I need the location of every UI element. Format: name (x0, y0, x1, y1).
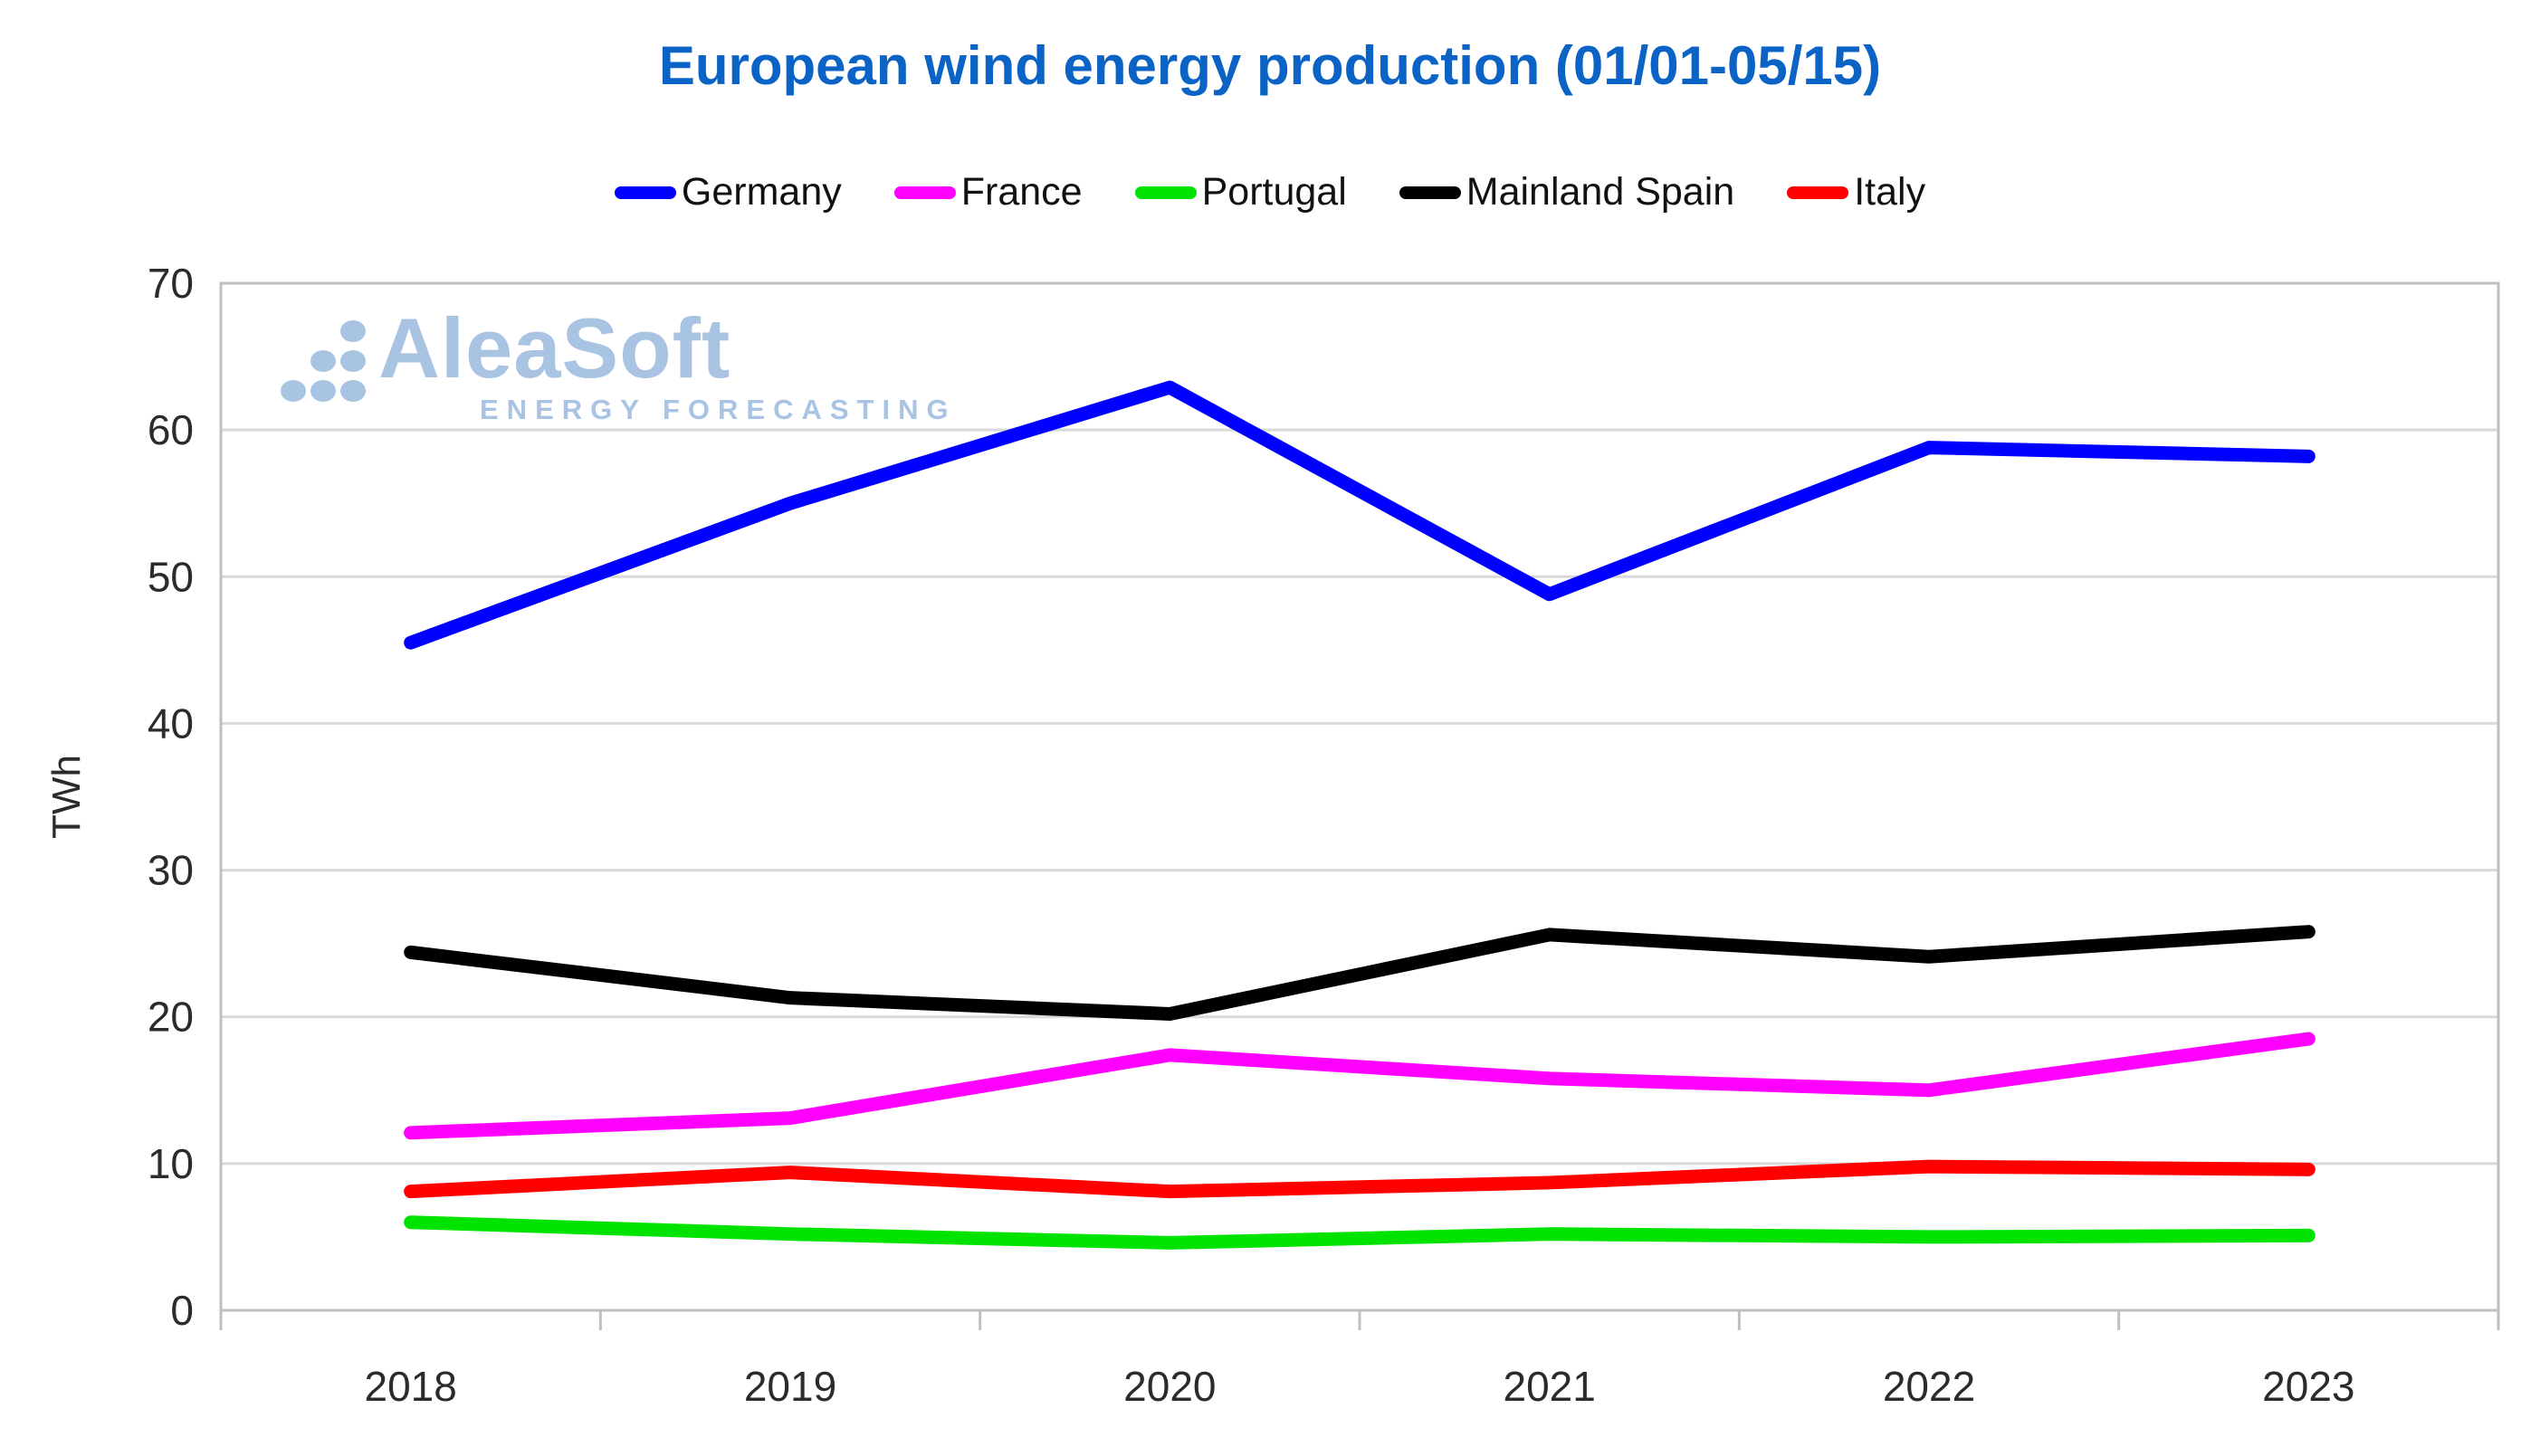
legend-label: Portugal (1201, 170, 1347, 214)
watermark: AleaSoft ENERGY FORECASTING (281, 300, 957, 426)
x-tick-label-2020: 2020 (1123, 1363, 1216, 1410)
series-line-germany (404, 380, 2316, 650)
logo-dot (310, 380, 336, 402)
legend-label: Italy (1854, 170, 1926, 214)
logo-dot (340, 350, 366, 372)
legend-item-italy: Italy (1787, 170, 1925, 214)
y-tick-label-40: 40 (148, 699, 194, 747)
legend-item-france: France (893, 170, 1083, 214)
y-tick-label-20: 20 (148, 994, 194, 1041)
legend-item-mainland-spain: Mainland Spain (1399, 170, 1734, 214)
logo-dot (310, 350, 336, 372)
x-tick-label-2018: 2018 (364, 1363, 456, 1410)
x-tick-label-2019: 2019 (744, 1363, 836, 1410)
series-line-italy (404, 1159, 2316, 1199)
y-tick-label-50: 50 (148, 553, 194, 600)
y-tick-label-60: 60 (148, 406, 194, 453)
legend-label: Germany (681, 170, 842, 214)
y-tick-label-0: 0 (170, 1287, 194, 1334)
legend-swatch-icon (1134, 186, 1197, 199)
aleasoft-logo-icon (281, 319, 366, 404)
watermark-tagline: ENERGY FORECASTING (480, 394, 957, 426)
y-axis-label: TWh (44, 755, 89, 839)
watermark-brand: AleaSoft (378, 300, 731, 395)
legend-label: France (960, 170, 1083, 214)
x-tick-label-2021: 2021 (1503, 1363, 1595, 1410)
legend-label: Mainland Spain (1466, 170, 1735, 214)
legend-item-germany: Germany (614, 170, 842, 214)
series-line-portugal (404, 1215, 2316, 1250)
logo-dot (340, 380, 366, 402)
logo-dot (281, 380, 306, 402)
y-tick-label-70: 70 (148, 260, 194, 307)
y-tick-label-10: 10 (148, 1140, 194, 1187)
y-tick-label-30: 30 (148, 847, 194, 894)
series-line-mainland-spain (404, 925, 2316, 1021)
x-tick-label-2023: 2023 (2262, 1363, 2354, 1410)
legend-swatch-icon (1399, 186, 1461, 199)
logo-dot (340, 320, 366, 342)
series-line-france (404, 1032, 2316, 1140)
chart-title: European wind energy production (01/01-0… (658, 35, 1882, 96)
legend-swatch-icon (1787, 186, 1849, 199)
x-tick-label-2022: 2022 (1883, 1363, 1975, 1410)
legend-swatch-icon (614, 186, 676, 199)
chart-legend: Germany France Portugal Mainland Spain Italy (0, 170, 2540, 214)
legend-item-portugal: Portugal (1134, 170, 1347, 214)
plot-border (219, 281, 2500, 1312)
legend-swatch-icon (893, 186, 956, 199)
